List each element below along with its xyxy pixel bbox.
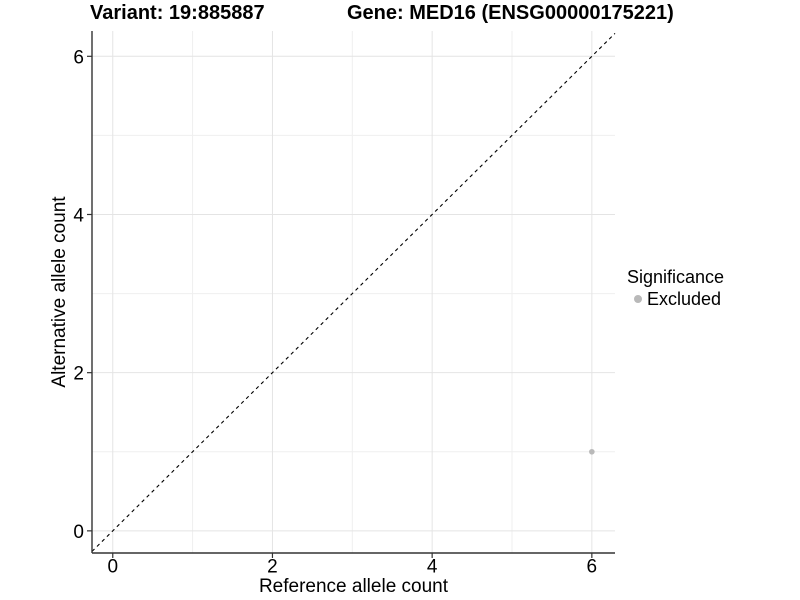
legend: Significance Excluded: [627, 267, 724, 309]
y-tick-label: 0: [73, 522, 84, 543]
x-tick-label: 6: [587, 557, 598, 578]
data-point-excluded: [589, 448, 595, 455]
legend-entry-label: Excluded: [647, 288, 722, 309]
legend-title: Significance: [627, 267, 725, 287]
variant-title: Variant: 19:885887: [90, 2, 265, 24]
x-tick-label: 2: [267, 557, 278, 578]
y-axis-title: Alternative allele count: [49, 196, 70, 388]
x-axis-title: Reference allele count: [258, 576, 449, 597]
excluded-point-icon: [634, 295, 642, 303]
x-tick-label: 0: [107, 557, 118, 578]
identity-reference-line: [91, 32, 616, 552]
x-tick-label: 4: [427, 557, 438, 578]
y-tick-label: 6: [73, 47, 84, 68]
gene-title: Gene: MED16 (ENSG00000175221): [347, 2, 674, 24]
y-tick-label: 2: [73, 364, 84, 385]
legend-entry-excluded: Excluded: [627, 289, 724, 309]
y-tick-label: 4: [73, 205, 84, 226]
